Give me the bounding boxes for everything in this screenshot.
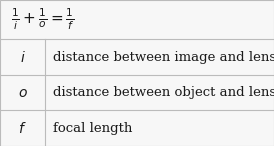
Text: $\frac{1}{i} + \frac{1}{o} = \frac{1}{f}$: $\frac{1}{i} + \frac{1}{o} = \frac{1}{f}…	[11, 7, 75, 33]
Text: $f$: $f$	[18, 121, 27, 136]
Text: $o$: $o$	[18, 86, 27, 100]
Text: $i$: $i$	[20, 50, 25, 65]
Text: distance between image and lens: distance between image and lens	[53, 51, 274, 64]
Text: distance between object and lens: distance between object and lens	[53, 86, 274, 99]
Text: focal length: focal length	[53, 122, 133, 135]
